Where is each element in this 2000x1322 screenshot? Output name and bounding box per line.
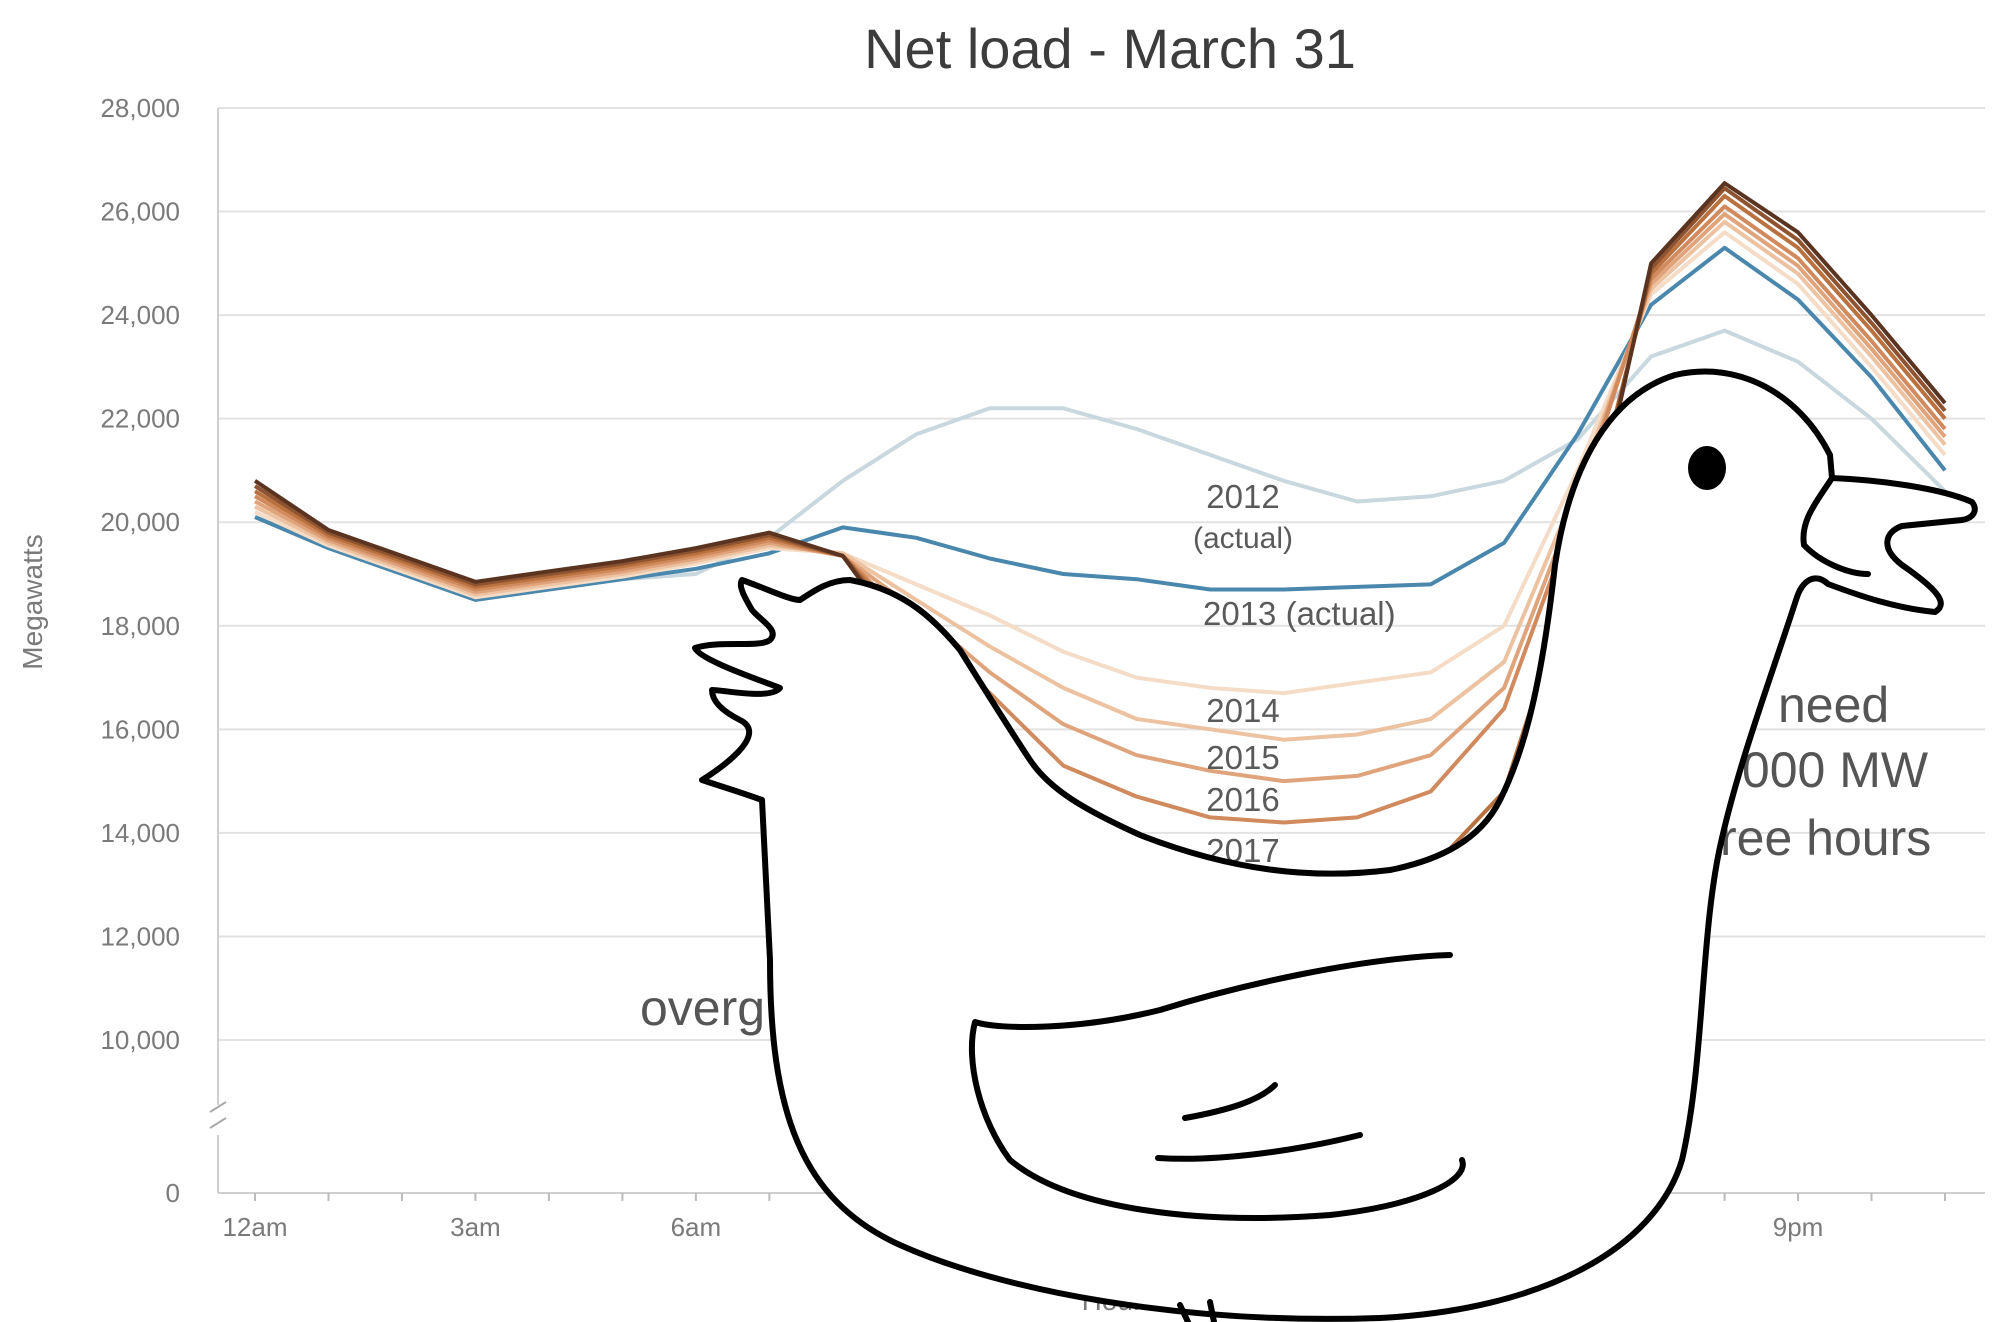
series-line <box>254 219 1947 742</box>
chart-title: Net load - March 31 <box>864 17 1356 80</box>
ramp-need-text-3: ree hours <box>1720 810 1931 866</box>
y-tick-label: 12,000 <box>100 921 180 951</box>
duck-drawing-icon <box>692 368 1978 1322</box>
label-2012-actual: (actual) <box>1193 522 1293 555</box>
ramp-need-text-2: ,000 MW <box>1728 742 1929 798</box>
callout-text: overg need ,000 MW ree hours <box>640 677 1931 1036</box>
series-line <box>254 230 1947 696</box>
label-2013: 2013 (actual) <box>1203 595 1396 632</box>
y-tick-labels: 28,000 26,000 24,000 22,000 20,000 18,000 16,0… <box>100 93 180 1208</box>
y-tick-label: 10,000 <box>100 1025 180 1055</box>
y-tick-label: 26,000 <box>100 197 180 227</box>
y-tick-label: 22,000 <box>100 404 180 434</box>
y-tick-label: 18,000 <box>100 611 180 641</box>
series-lines <box>253 181 1947 965</box>
series-line <box>254 204 1947 825</box>
x-tick-label: 6am <box>671 1212 722 1242</box>
series-line <box>254 245 1947 602</box>
y-tick-label: 24,000 <box>100 300 180 330</box>
label-2014: 2014 <box>1206 692 1279 729</box>
x-tick-label: 3am <box>450 1212 501 1242</box>
label-2016: 2016 <box>1206 781 1279 818</box>
y-tick-label: 28,000 <box>100 93 180 123</box>
y-axis-title: Megawatts <box>17 534 48 669</box>
label-2012: 2012 <box>1206 478 1279 515</box>
x-tick-label: 9pm <box>1773 1212 1824 1242</box>
y-tick-label: 20,000 <box>100 507 180 537</box>
label-2015: 2015 <box>1206 739 1279 776</box>
overgeneration-text: overg <box>640 980 765 1036</box>
y-tick-label-zero: 0 <box>166 1178 180 1208</box>
series-line <box>254 212 1947 784</box>
y-tick-label: 16,000 <box>100 714 180 744</box>
x-tick-label: 12am <box>222 1212 287 1242</box>
axis-break-mark <box>209 1101 227 1129</box>
y-tick-label: 14,000 <box>100 818 180 848</box>
ramp-need-text-1: need <box>1778 677 1889 733</box>
